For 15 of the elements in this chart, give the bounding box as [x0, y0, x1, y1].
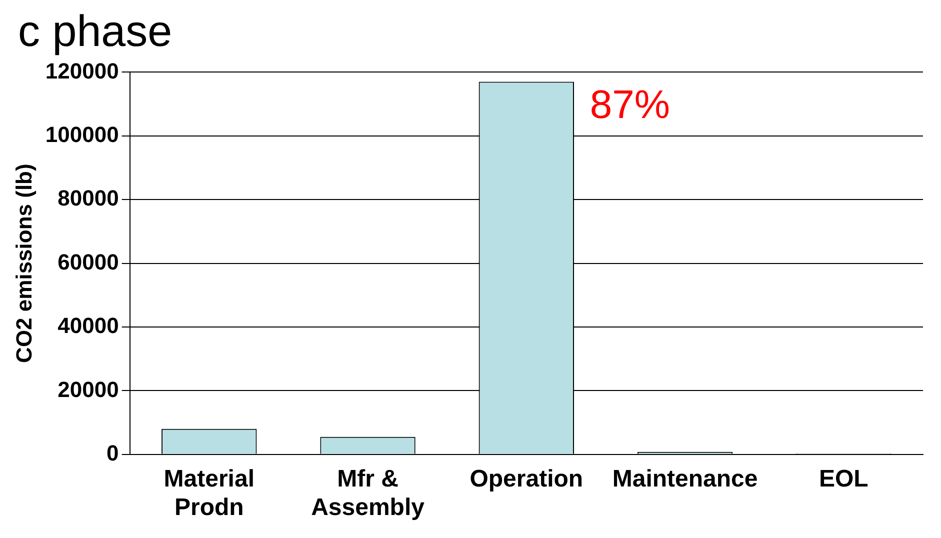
- x-tick-label: Mfr & Assembly: [311, 465, 426, 522]
- x-tick-label: Material Prodn: [164, 465, 254, 522]
- y-tick-label: 100000: [45, 122, 119, 147]
- y-axis-title: CO2 emissions (lb): [11, 164, 36, 363]
- annotation: 87%: [590, 83, 670, 128]
- x-tick-label: Maintenance: [612, 465, 758, 492]
- y-tick-label: 0: [106, 440, 119, 466]
- y-tick-label: 60000: [58, 249, 119, 274]
- y-tick-label: 120000: [45, 58, 119, 84]
- x-tick-label: EOL: [819, 465, 868, 492]
- chart-title: c phase: [17, 7, 174, 56]
- y-tick-label: 40000: [58, 313, 119, 338]
- y-tick-label: 80000: [58, 186, 119, 211]
- x-tick-label: Operation: [470, 465, 584, 492]
- y-tick-label: 20000: [58, 376, 119, 402]
